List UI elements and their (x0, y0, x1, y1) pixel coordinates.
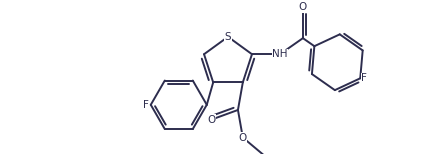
Text: O: O (299, 2, 307, 12)
Text: NH: NH (272, 49, 288, 59)
Text: F: F (143, 100, 149, 110)
Text: S: S (225, 32, 231, 42)
Text: O: O (239, 133, 247, 143)
Text: F: F (361, 73, 367, 83)
Text: O: O (207, 115, 216, 125)
